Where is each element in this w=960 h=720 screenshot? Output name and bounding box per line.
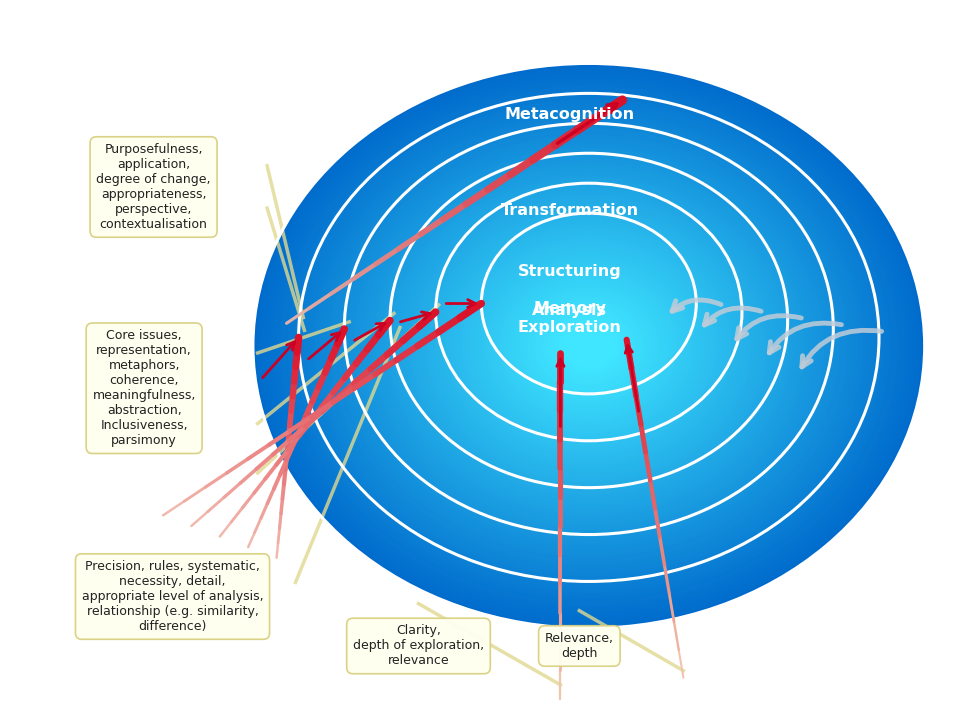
Ellipse shape [384,174,793,518]
Ellipse shape [550,313,627,378]
Ellipse shape [473,248,705,444]
Ellipse shape [466,242,712,450]
Ellipse shape [439,220,739,472]
Ellipse shape [403,190,774,502]
Ellipse shape [288,93,890,599]
Ellipse shape [458,235,720,456]
Ellipse shape [516,284,662,408]
Ellipse shape [361,154,817,537]
Text: Transformation: Transformation [501,203,639,218]
Ellipse shape [419,203,758,489]
Text: Exploration: Exploration [518,320,622,335]
Text: Purposefulness,
application,
degree of change,
appropriateness,
perspective,
con: Purposefulness, application, degree of c… [96,143,211,231]
Ellipse shape [462,239,716,453]
Ellipse shape [357,151,821,541]
Ellipse shape [303,106,875,586]
Ellipse shape [407,194,770,498]
Ellipse shape [411,197,766,495]
Ellipse shape [492,265,685,427]
Ellipse shape [284,89,894,603]
Ellipse shape [469,246,708,446]
Text: Clarity,
depth of exploration,
relevance: Clarity, depth of exploration, relevance [353,624,484,667]
Ellipse shape [353,148,825,544]
Ellipse shape [296,99,882,593]
Ellipse shape [508,278,670,414]
Ellipse shape [496,268,682,423]
Ellipse shape [380,171,797,521]
Ellipse shape [558,320,619,372]
Ellipse shape [342,138,836,554]
Text: Memory: Memory [534,300,607,315]
Ellipse shape [542,307,635,384]
Ellipse shape [399,187,778,505]
Text: Analysis: Analysis [533,303,608,318]
Ellipse shape [349,145,828,547]
Ellipse shape [311,112,867,580]
Ellipse shape [252,63,924,629]
Ellipse shape [531,297,647,395]
Ellipse shape [326,125,852,567]
Ellipse shape [427,210,751,482]
Ellipse shape [489,261,689,430]
Ellipse shape [330,128,848,563]
Ellipse shape [546,310,631,382]
Ellipse shape [300,102,878,590]
Ellipse shape [392,181,785,511]
Ellipse shape [435,216,743,476]
Ellipse shape [477,252,701,440]
Ellipse shape [446,226,732,466]
Ellipse shape [481,255,697,437]
Ellipse shape [388,177,789,515]
Ellipse shape [454,233,724,459]
Ellipse shape [423,207,755,485]
Ellipse shape [276,83,901,609]
Ellipse shape [365,158,813,534]
Ellipse shape [369,161,808,531]
Ellipse shape [535,300,642,391]
Ellipse shape [307,109,871,583]
Ellipse shape [319,119,859,573]
Ellipse shape [269,76,909,616]
Ellipse shape [261,70,917,622]
Ellipse shape [512,281,666,410]
Ellipse shape [273,80,905,612]
Ellipse shape [450,229,728,463]
Text: Relevance,
depth: Relevance, depth [545,632,613,660]
Text: Structuring: Structuring [518,264,622,279]
Ellipse shape [280,86,898,606]
Ellipse shape [415,200,762,492]
Ellipse shape [372,164,804,528]
Ellipse shape [562,323,615,369]
Ellipse shape [292,96,886,596]
Ellipse shape [554,317,623,375]
Ellipse shape [443,222,735,469]
Text: Precision, rules, systematic,
necessity, detail,
appropriate level of analysis,
: Precision, rules, systematic, necessity,… [82,560,263,633]
Ellipse shape [523,291,655,401]
Ellipse shape [265,73,913,618]
Ellipse shape [539,304,638,388]
Ellipse shape [346,141,832,550]
Ellipse shape [500,271,678,420]
Ellipse shape [315,115,863,576]
Ellipse shape [256,67,921,625]
Text: Core issues,
representation,
metaphors,
coherence,
meaningfulness,
abstraction,
: Core issues, representation, metaphors, … [92,329,196,447]
Ellipse shape [519,287,659,404]
Ellipse shape [396,184,781,508]
Ellipse shape [431,213,747,479]
Ellipse shape [527,294,651,397]
Ellipse shape [485,258,693,433]
Ellipse shape [334,132,844,560]
Ellipse shape [504,274,674,417]
Ellipse shape [323,122,855,570]
Ellipse shape [376,167,801,524]
Text: Metacognition: Metacognition [505,107,635,122]
Ellipse shape [338,135,840,557]
